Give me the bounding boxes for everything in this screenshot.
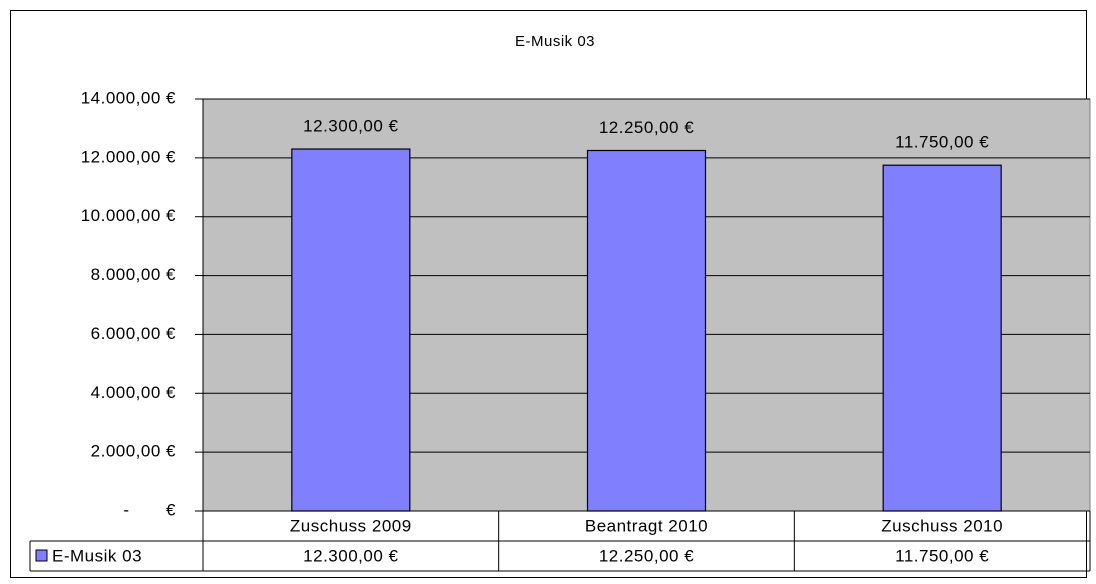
table-value: 12.250,00 € — [599, 546, 694, 565]
y-tick-label: 4.000,00 € — [91, 383, 176, 402]
table-value: 12.300,00 € — [303, 546, 398, 565]
x-tick-label: Beantragt 2010 — [585, 516, 708, 535]
y-tick-label: 8.000,00 € — [91, 265, 176, 284]
x-tick-label: Zuschuss 2010 — [881, 516, 1003, 535]
y-tick-label: 14.000,00 € — [81, 88, 176, 107]
legend-key — [35, 549, 48, 562]
y-tick-label: - € — [123, 500, 176, 519]
bar — [882, 164, 1002, 512]
bar — [586, 149, 707, 512]
legend-label: E-Musik 03 — [52, 546, 142, 565]
bar — [291, 148, 411, 512]
x-tick-label: Zuschuss 2009 — [290, 516, 412, 535]
y-tick-label: 2.000,00 € — [91, 442, 176, 461]
y-tick-label: 10.000,00 € — [81, 206, 176, 225]
data-label: 11.750,00 € — [895, 133, 989, 152]
table-value: 11.750,00 € — [895, 546, 989, 565]
data-label: 12.250,00 € — [599, 118, 694, 137]
data-label: 12.300,00 € — [303, 117, 398, 136]
chart-title: E-Musik 03 — [515, 33, 595, 50]
y-tick-label: 6.000,00 € — [91, 324, 176, 343]
y-tick-label: 12.000,00 € — [81, 147, 176, 166]
